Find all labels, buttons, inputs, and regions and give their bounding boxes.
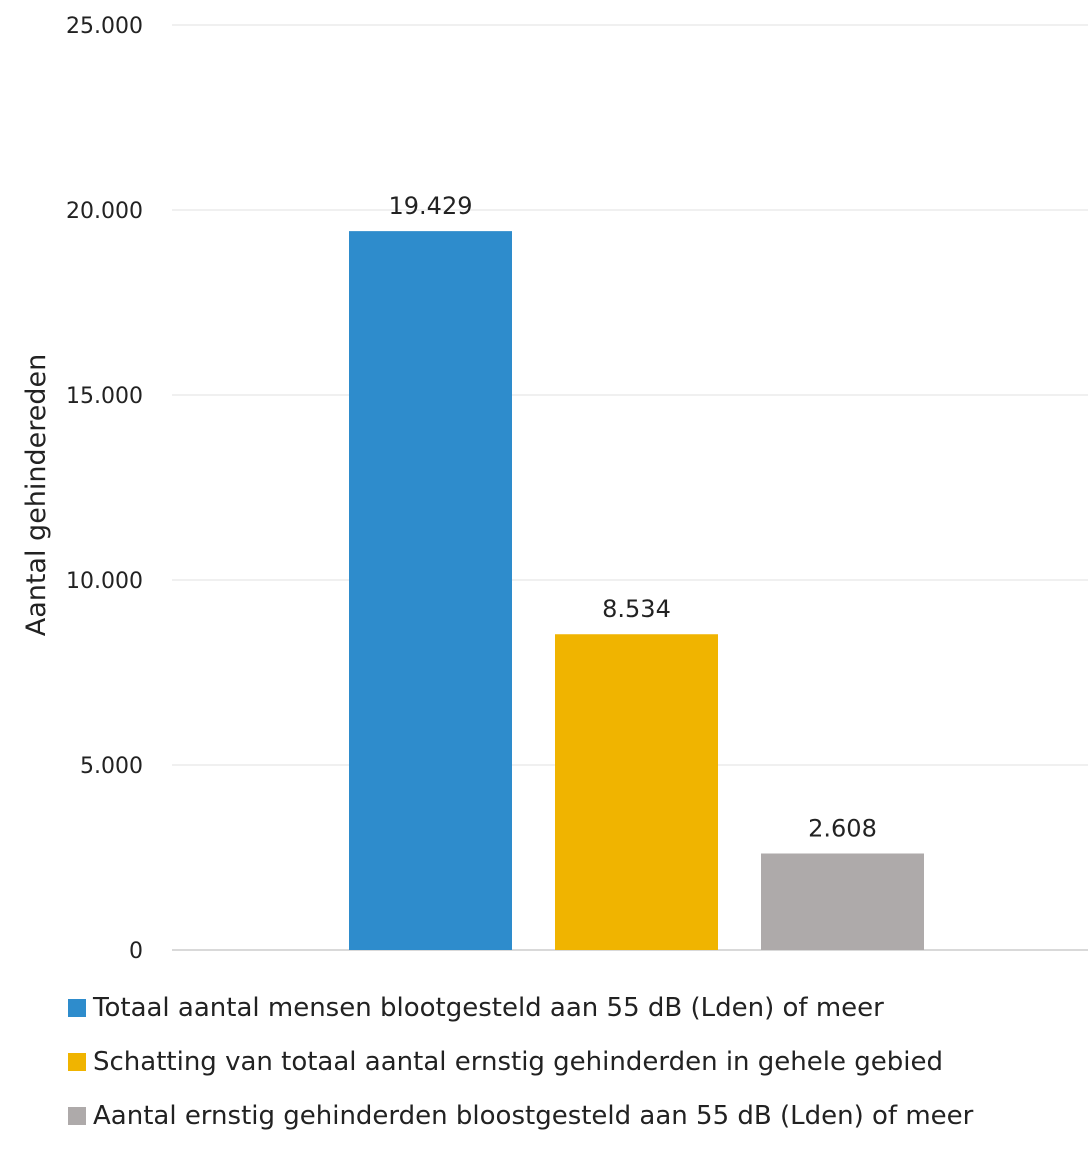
legend-item: Totaal aantal mensen blootgesteld aan 55… <box>68 988 1078 1028</box>
bar <box>555 634 718 950</box>
y-tick-label: 25.000 <box>66 14 143 39</box>
legend-label: Schatting van totaal aantal ernstig gehi… <box>93 1047 943 1077</box>
data-label: 19.429 <box>389 192 473 220</box>
legend-label: Totaal aantal mensen blootgesteld aan 55… <box>93 993 884 1023</box>
legend-swatch <box>68 999 86 1017</box>
y-tick-label: 5.000 <box>80 754 143 779</box>
legend-swatch <box>68 1107 86 1125</box>
y-axis-ticks: 0 5.000 10.000 15.000 20.000 25.000 <box>66 14 143 964</box>
y-axis-title: Aantal gehindereden <box>21 354 52 637</box>
y-tick-label: 0 <box>129 939 143 964</box>
data-label: 2.608 <box>808 815 877 843</box>
legend: Totaal aantal mensen blootgesteld aan 55… <box>68 988 1078 1150</box>
data-label: 8.534 <box>602 595 671 623</box>
y-tick-label: 20.000 <box>66 199 143 224</box>
legend-swatch <box>68 1053 86 1071</box>
chart-plot: 0 5.000 10.000 15.000 20.000 25.000 19.429 8.5… <box>0 0 1088 980</box>
y-tick-label: 10.000 <box>66 569 143 594</box>
bar <box>349 231 512 950</box>
legend-item: Schatting van totaal aantal ernstig gehi… <box>68 1042 1078 1082</box>
y-tick-label: 15.000 <box>66 384 143 409</box>
bar <box>761 854 924 950</box>
legend-label: Aantal ernstig gehinderden bloostgesteld… <box>93 1101 973 1131</box>
legend-item: Aantal ernstig gehinderden bloostgesteld… <box>68 1096 1078 1136</box>
